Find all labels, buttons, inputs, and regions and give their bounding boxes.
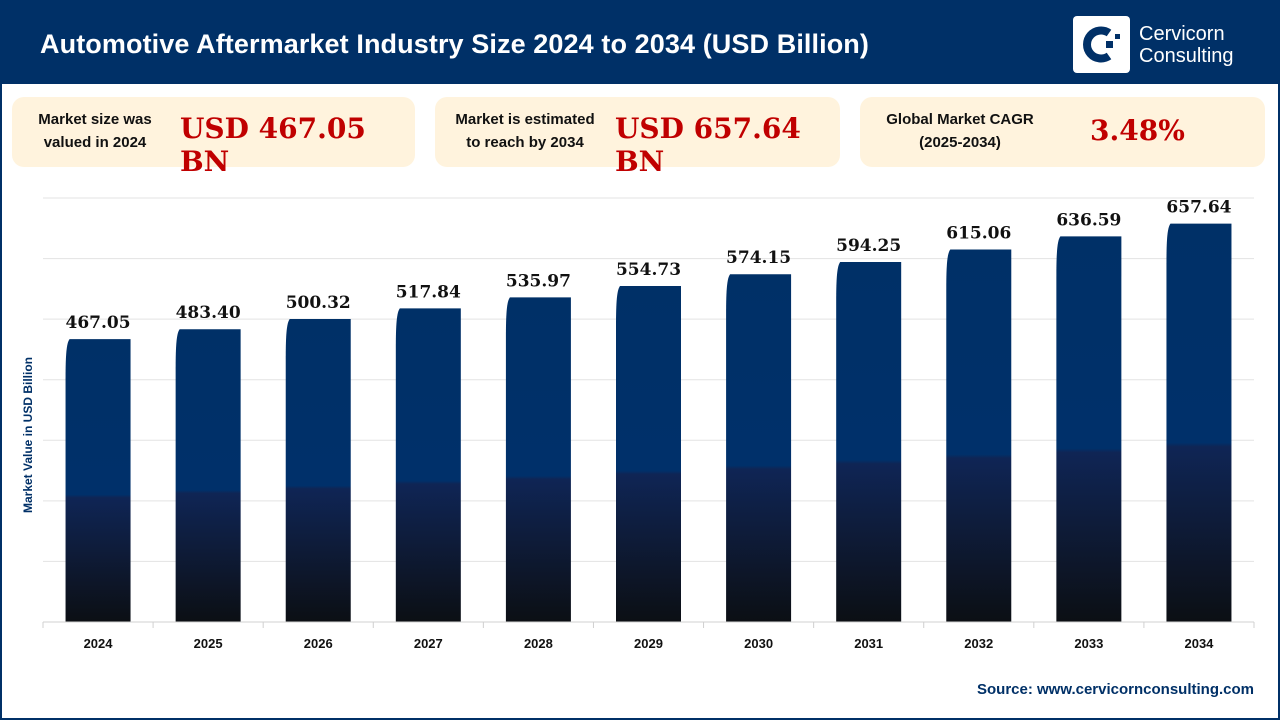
x-tick-label-2029: 2029 xyxy=(634,636,663,651)
brand-logo: Cervicorn Consulting xyxy=(1073,16,1234,73)
source-note: Source: www.cervicornconsulting.com xyxy=(976,681,1254,698)
stat-card-label-line1: Market is estimated xyxy=(455,111,595,128)
x-tick-label-2024: 2024 xyxy=(84,636,114,651)
stat-card-value: USD 657.64 BN xyxy=(615,112,801,178)
bar-2032 xyxy=(946,249,1012,622)
data-label-2025: 483.40 xyxy=(176,303,241,323)
bar-2029 xyxy=(616,285,681,622)
x-tick-label-2026: 2026 xyxy=(304,636,333,651)
brand-name-line2: Consulting xyxy=(1139,44,1234,67)
x-tick-label-2027: 2027 xyxy=(414,636,443,651)
data-label-2031: 594.25 xyxy=(836,236,901,256)
stat-card-label: Market is estimated to reach by 2034 xyxy=(443,108,607,154)
bar-2026 xyxy=(285,318,351,622)
data-label-2026: 500.32 xyxy=(286,293,351,313)
brand-name: Cervicorn Consulting xyxy=(1139,23,1234,67)
cervicorn-logo-icon xyxy=(1073,16,1130,73)
stat-card-label-line1: Global Market CAGR xyxy=(886,111,1034,128)
data-label-2030: 574.15 xyxy=(726,248,791,268)
x-tick-label-2032: 2032 xyxy=(964,636,993,651)
bar-2030 xyxy=(726,274,792,622)
x-tick-label-2025: 2025 xyxy=(194,636,223,651)
x-tick-label-2033: 2033 xyxy=(1074,636,1103,651)
stat-card-value: USD 467.05 BN xyxy=(180,112,366,178)
data-label-2033: 636.59 xyxy=(1056,210,1121,230)
brand-name-line1: Cervicorn xyxy=(1139,22,1225,45)
data-label-2024: 467.05 xyxy=(66,313,131,333)
stat-card-market-size-2024: Market size was valued in 2024 USD 467.0… xyxy=(12,97,415,178)
stat-card-cagr: Global Market CAGR (2025-2034) 3.48% xyxy=(860,97,1265,167)
header-banner: Automotive Aftermarket Industry Size 202… xyxy=(0,0,1280,84)
page-title: Automotive Aftermarket Industry Size 202… xyxy=(40,29,869,59)
stat-card-label-line2: to reach by 2034 xyxy=(466,134,584,151)
data-label-2027: 517.84 xyxy=(396,282,461,302)
data-label-2028: 535.97 xyxy=(506,271,571,291)
bar-2028 xyxy=(505,297,571,622)
bar-2024 xyxy=(65,339,131,622)
x-tick-label-2034: 2034 xyxy=(1184,636,1214,651)
data-label-2034: 657.64 xyxy=(1166,198,1231,218)
stat-card-label-line2: valued in 2024 xyxy=(43,134,147,151)
bar-2031 xyxy=(836,262,902,622)
stat-card-market-size-2034: Market is estimated to reach by 2034 USD… xyxy=(435,97,840,178)
stat-card-value: 3.48% xyxy=(1090,114,1185,147)
bar-2027 xyxy=(395,308,461,622)
bar-2025 xyxy=(175,329,241,622)
stat-card-label: Market size was valued in 2024 xyxy=(30,108,160,154)
x-tick-label-2028: 2028 xyxy=(524,636,553,651)
data-label-2032: 615.06 xyxy=(946,223,1011,243)
x-tick-label-2030: 2030 xyxy=(744,636,773,651)
stat-card-label: Global Market CAGR (2025-2034) xyxy=(872,108,1048,154)
bar-2034 xyxy=(1166,223,1232,622)
data-label-2029: 554.73 xyxy=(616,260,681,280)
bar-2033 xyxy=(1056,236,1122,623)
stat-card-label-line2: (2025-2034) xyxy=(919,134,1001,151)
stat-card-label-line1: Market size was xyxy=(38,111,152,128)
x-tick-label-2031: 2031 xyxy=(854,636,883,651)
